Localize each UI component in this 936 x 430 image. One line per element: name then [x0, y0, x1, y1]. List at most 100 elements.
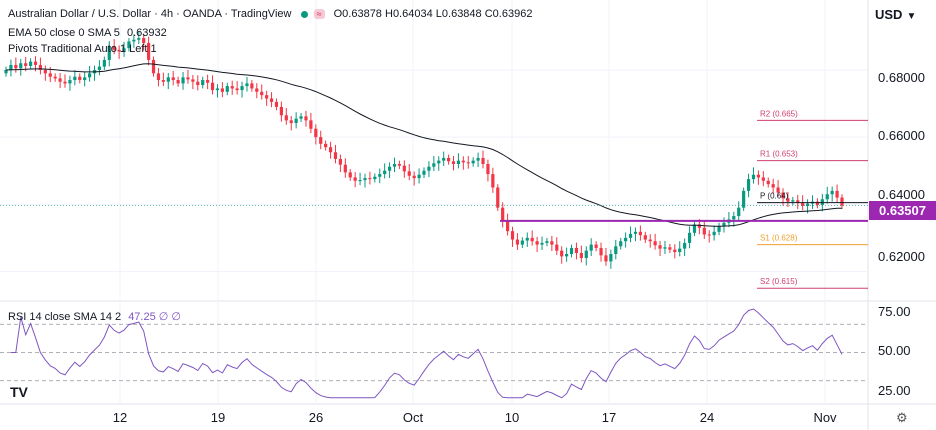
candle-body	[206, 80, 210, 83]
candle-body	[348, 172, 352, 178]
candle-body	[83, 77, 87, 81]
candle-body	[530, 237, 534, 242]
candle-body	[732, 216, 736, 220]
candle-body	[353, 177, 357, 181]
candle-body	[260, 91, 264, 96]
candle-body	[668, 247, 672, 250]
ema-value: 0.63932	[126, 27, 167, 39]
candle-body	[397, 164, 402, 166]
candle-body	[658, 245, 662, 249]
candle-body	[628, 233, 633, 238]
candle-body	[751, 174, 756, 180]
candle-body	[19, 63, 23, 69]
candle-body	[496, 187, 500, 208]
candle-body	[284, 115, 288, 121]
candle-body	[78, 76, 82, 81]
candle-body	[579, 252, 583, 259]
candle-body	[387, 166, 392, 171]
candle-body	[412, 175, 416, 179]
pivot-label: S2 (0.615)	[760, 277, 798, 286]
candle-body	[215, 88, 220, 91]
candle-body	[156, 73, 161, 81]
ohlc-close: C0.63962	[484, 8, 533, 20]
candle-body	[569, 247, 574, 254]
candle-body	[697, 224, 701, 228]
candle-body	[510, 231, 515, 240]
candle-body	[776, 187, 780, 193]
candle-body	[687, 232, 692, 243]
candle-body	[560, 250, 564, 257]
chevron-down-icon: ▼	[906, 11, 917, 22]
candle-body	[422, 170, 426, 175]
ohlc-low: L0.63848	[435, 8, 482, 20]
candle-body	[196, 81, 200, 86]
time-tick-label: 24	[699, 410, 715, 425]
candle-body	[707, 234, 711, 236]
candle-body	[791, 200, 795, 202]
candle-body	[594, 244, 598, 248]
candle-body	[142, 38, 146, 44]
price-pane: R2 (0.665) R1 (0.653) P (0.64) S1 (0.628) S2…	[0, 30, 868, 289]
candle-body	[289, 120, 293, 124]
ema-label: EMA 50 close 0 SMA 5	[8, 27, 120, 39]
candle-body	[451, 161, 456, 164]
candle-body	[186, 77, 190, 80]
candle-body	[506, 221, 510, 232]
time-tick-label: 19	[210, 410, 226, 425]
gear-icon[interactable]: ⚙	[896, 410, 908, 425]
candle-body	[127, 41, 131, 49]
candle-body	[9, 64, 13, 70]
candle-body	[766, 180, 770, 185]
candle-body	[38, 64, 43, 70]
currency-label: USD	[875, 7, 903, 22]
candle-body	[245, 83, 249, 87]
pivot-label: P (0.64)	[760, 192, 789, 201]
candle-body	[294, 118, 298, 124]
candle-body	[269, 98, 274, 102]
candle-body	[761, 177, 765, 181]
candle-body	[427, 166, 431, 171]
symbol-title[interactable]: Australian Dollar / U.S. Dollar · 4h · O…	[8, 8, 292, 20]
candle-body	[358, 180, 362, 182]
candle-body	[540, 242, 544, 245]
time-tick-label: Oct	[402, 410, 424, 425]
candle-body	[456, 160, 461, 164]
candle-body	[333, 152, 338, 159]
candle-body	[117, 49, 121, 52]
market-status-icon	[300, 10, 308, 18]
pivots-legend[interactable]: Pivots Traditional Auto 1 Left 1	[8, 43, 157, 55]
candle-body	[746, 179, 751, 191]
candle-body	[378, 174, 382, 177]
tradingview-logo-icon[interactable]: TV	[10, 384, 28, 400]
candle-body	[250, 83, 254, 89]
candle-body	[712, 231, 716, 236]
time-tick-label: Nov	[813, 410, 837, 425]
candle-body	[4, 69, 8, 74]
candle-body	[609, 253, 613, 262]
horizontal-line-price-tag[interactable]: 0.63507	[869, 201, 936, 220]
candle-body	[742, 190, 746, 208]
candle-body	[633, 231, 638, 234]
candle-body	[383, 170, 387, 175]
candle-body	[309, 120, 313, 129]
candle-body	[392, 164, 397, 167]
candle-body	[240, 86, 244, 91]
candle-body	[33, 61, 38, 65]
time-tick-label: 17	[601, 410, 617, 425]
rsi-legend[interactable]: RSI 14 close SMA 14 2 47.25 ∅ ∅	[8, 310, 181, 323]
candle-body	[683, 242, 687, 249]
candle-body	[737, 207, 741, 217]
candle-body	[786, 198, 790, 202]
candle-body	[28, 61, 33, 66]
candle-body	[132, 39, 136, 42]
candle-body	[815, 201, 820, 205]
ema-legend[interactable]: EMA 50 close 0 SMA 5 0.63932	[8, 27, 167, 39]
candle-body	[722, 222, 726, 227]
candle-body	[151, 59, 156, 74]
candle-body	[343, 164, 347, 173]
currency-button[interactable]: USD ▼	[875, 7, 916, 22]
rsi-tick-label: 75.00	[878, 304, 911, 319]
symbol-legend[interactable]: Australian Dollar / U.S. Dollar · 4h · O…	[8, 8, 532, 20]
candle-body	[678, 248, 682, 252]
